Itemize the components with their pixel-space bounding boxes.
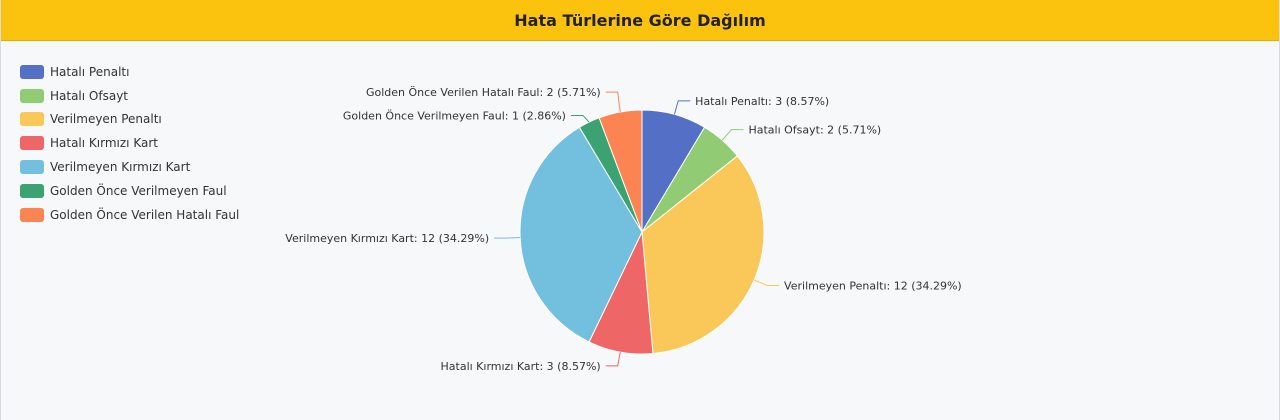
legend-swatch bbox=[20, 160, 44, 175]
slice-callout-label: Hatalı Kırmızı Kart: 3 (8.57%) bbox=[441, 360, 601, 373]
legend-swatch bbox=[20, 207, 44, 222]
legend: Hatalı Penaltı Hatalı Ofsayt Verilmeyen … bbox=[20, 60, 239, 227]
chart-title: Hata Türlerine Göre Dağılım bbox=[514, 10, 766, 30]
slice-callout-label: Verilmeyen Kırmızı Kart: 12 (34.29%) bbox=[285, 232, 489, 245]
callout-line bbox=[494, 236, 521, 239]
callout-line bbox=[753, 279, 780, 286]
pie-slice[interactable] bbox=[598, 109, 643, 233]
legend-item[interactable]: Hatalı Ofsayt bbox=[20, 84, 239, 108]
legend-swatch bbox=[20, 136, 44, 151]
legend-item[interactable]: Golden Önce Verilen Hatalı Faul bbox=[20, 203, 239, 227]
slice-callout-label: Golden Önce Verilen Hatalı Faul: 2 (5.71… bbox=[366, 86, 601, 99]
slice-callout-label: Hatalı Ofsayt: 2 (5.71%) bbox=[748, 124, 881, 137]
panel-header: Hata Türlerine Göre Dağılım bbox=[1, 0, 1279, 41]
legend-item[interactable]: Hatalı Kırmızı Kart bbox=[20, 131, 239, 155]
legend-swatch bbox=[20, 112, 44, 127]
slice-callout-label: Golden Önce Verilmeyen Faul: 1 (2.86%) bbox=[343, 109, 566, 122]
legend-swatch bbox=[20, 64, 44, 79]
legend-item[interactable]: Hatalı Penaltı bbox=[20, 60, 239, 84]
callout-line bbox=[605, 91, 621, 113]
callout-line bbox=[605, 351, 621, 367]
legend-label: Hatalı Kırmızı Kart bbox=[50, 136, 158, 151]
legend-item[interactable]: Verilmeyen Kırmızı Kart bbox=[20, 155, 239, 179]
legend-swatch bbox=[20, 88, 44, 103]
legend-label: Verilmeyen Kırmızı Kart bbox=[50, 160, 191, 175]
legend-label: Hatalı Penaltı bbox=[50, 64, 130, 79]
callout-line bbox=[673, 100, 691, 115]
legend-swatch bbox=[20, 183, 44, 198]
slice-callout-label: Verilmeyen Penaltı: 12 (34.29%) bbox=[784, 279, 962, 292]
legend-label: Golden Önce Verilen Hatalı Faul bbox=[50, 207, 240, 222]
legend-item[interactable]: Golden Önce Verilmeyen Faul bbox=[20, 179, 239, 203]
callout-line bbox=[570, 114, 590, 123]
callout-line bbox=[721, 129, 744, 141]
pie-slice[interactable] bbox=[641, 155, 765, 355]
pie-slice[interactable] bbox=[519, 126, 643, 343]
legend-label: Verilmeyen Penaltı bbox=[50, 112, 162, 127]
legend-label: Golden Önce Verilmeyen Faul bbox=[50, 183, 227, 198]
legend-item[interactable]: Verilmeyen Penaltı bbox=[20, 108, 239, 132]
legend-label: Hatalı Ofsayt bbox=[50, 88, 128, 103]
slice-callout-label: Hatalı Penaltı: 3 (8.57%) bbox=[695, 95, 829, 108]
